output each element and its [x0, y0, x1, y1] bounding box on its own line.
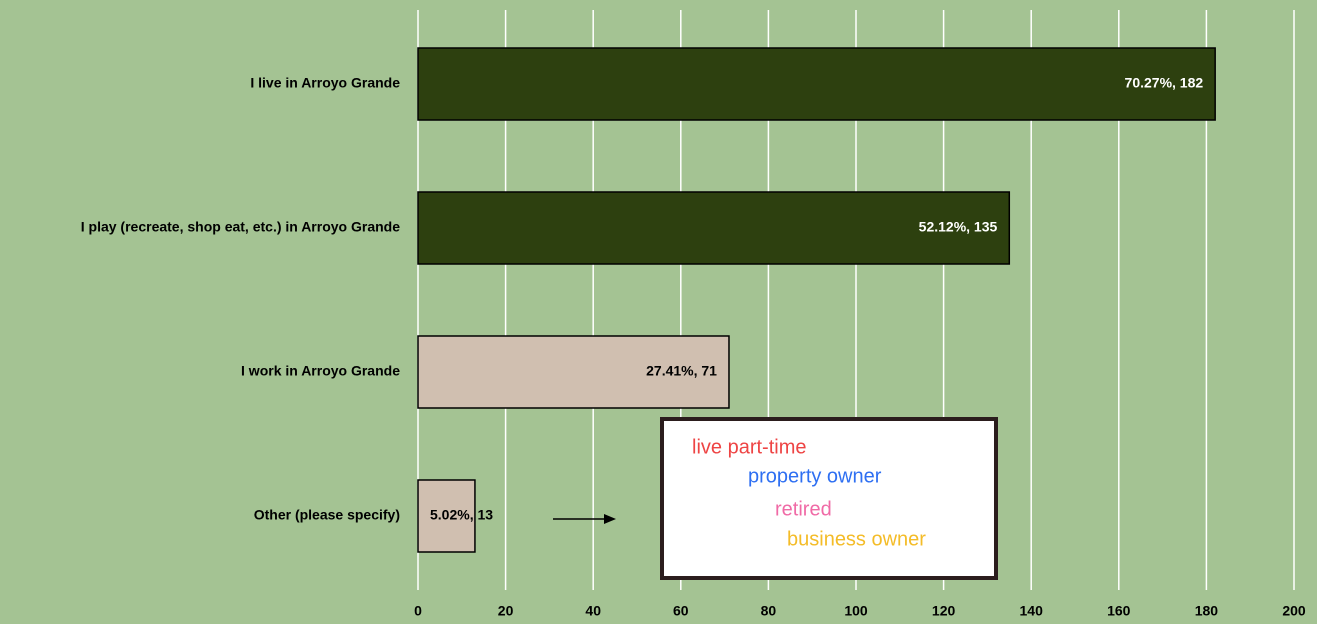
value-label: 27.41%, 71	[646, 363, 717, 379]
annotation-text: property owner	[748, 465, 882, 487]
x-tick-label: 0	[414, 603, 422, 619]
value-label: 70.27%, 182	[1125, 75, 1204, 91]
bar	[417, 47, 1216, 121]
value-label: 52.12%, 135	[919, 219, 998, 235]
arrow-head	[604, 514, 616, 524]
x-tick-label: 160	[1107, 603, 1131, 619]
x-tick-label: 80	[761, 603, 777, 619]
category-label: I live in Arroyo Grande	[250, 75, 400, 91]
annotation-text: live part-time	[692, 436, 806, 458]
category-label: Other (please specify)	[254, 507, 400, 523]
x-tick-label: 40	[585, 603, 601, 619]
annotations: live part-time property owner retired busin…	[692, 436, 926, 550]
x-tick-label: 100	[844, 603, 868, 619]
x-tick-label: 120	[932, 603, 956, 619]
annotation-text: retired	[775, 498, 832, 520]
category-label: I work in Arroyo Grande	[241, 363, 400, 379]
x-tick-label: 60	[673, 603, 689, 619]
annotation-box	[660, 417, 998, 580]
category-label: I play (recreate, shop eat, etc.) in Arr…	[81, 219, 400, 235]
bar	[417, 479, 476, 553]
x-tick-label: 200	[1282, 603, 1306, 619]
bar	[417, 191, 1011, 265]
annotation-text: business owner	[787, 528, 926, 550]
x-tick-label: 20	[498, 603, 514, 619]
bars: I live in Arroyo Grande 70.27%, 182 I play…	[81, 47, 1216, 553]
value-label: 5.02%, 13	[430, 507, 493, 523]
x-tick-label: 180	[1195, 603, 1219, 619]
bar	[417, 335, 730, 409]
x-tick-label: 140	[1020, 603, 1044, 619]
